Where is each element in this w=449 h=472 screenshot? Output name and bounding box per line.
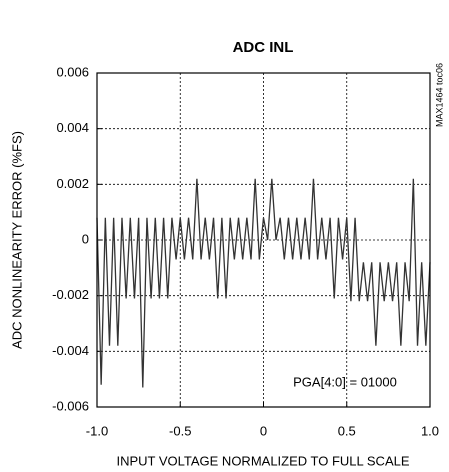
chart-title: ADC INL — [233, 39, 294, 56]
annotation: PGA[4:0] = 01000 — [293, 374, 397, 389]
y-tick-label: 0.006 — [56, 64, 89, 79]
y-tick-label: 0 — [82, 231, 89, 246]
y-tick-label: -0.006 — [52, 398, 89, 413]
x-tick-label: 0.5 — [338, 423, 356, 438]
data-line — [96, 178, 431, 388]
plot-frame — [96, 72, 431, 408]
x-tick-label: 0 — [260, 423, 267, 438]
x-tick-label: -1.0 — [86, 423, 108, 438]
y-tick-label: -0.002 — [52, 287, 89, 302]
x-tick-label: 1.0 — [421, 423, 439, 438]
side-note: MAX1464 toc06 — [434, 63, 444, 127]
y-axis-label: ADC NONLINEARITY ERROR (%FS) — [9, 131, 24, 349]
y-tick-label: 0.004 — [56, 120, 89, 135]
x-axis-label: INPUT VOLTAGE NORMALIZED TO FULL SCALE — [116, 453, 409, 468]
x-tick-label: -0.5 — [169, 423, 191, 438]
y-tick-label: -0.004 — [52, 343, 89, 358]
y-tick-label: 0.002 — [56, 176, 89, 191]
